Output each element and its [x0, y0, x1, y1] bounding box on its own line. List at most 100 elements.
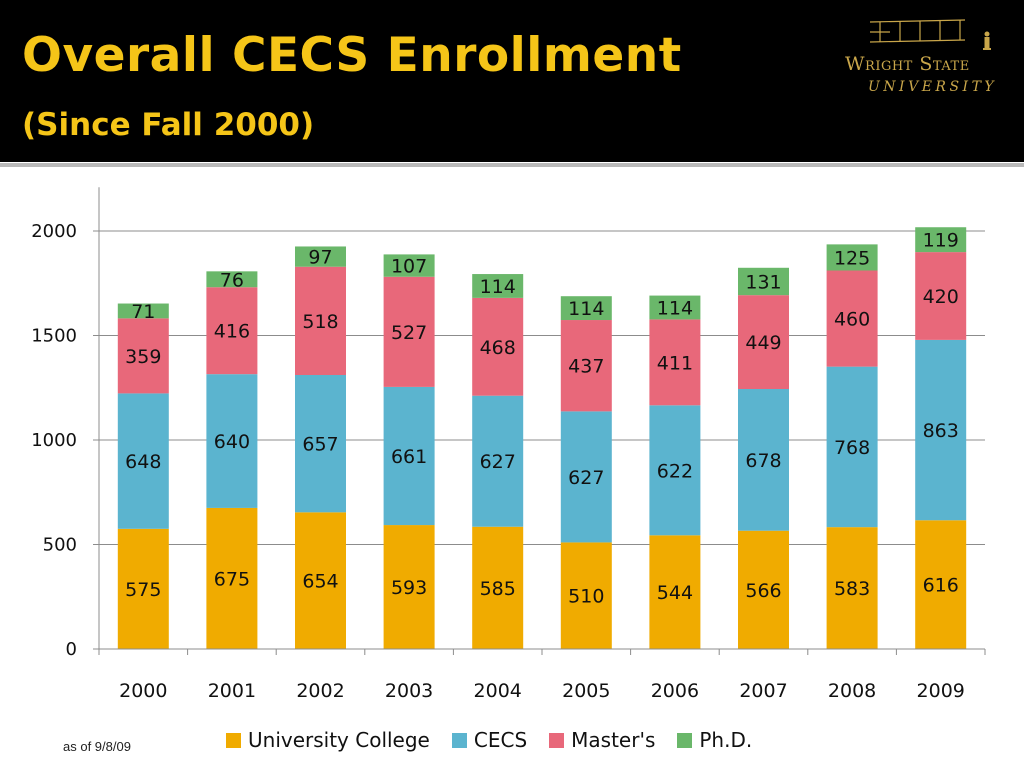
legend-swatch	[226, 732, 241, 748]
legend-swatch	[677, 732, 693, 748]
bar-master-s-2008	[826, 270, 878, 367]
data-label: 119	[923, 230, 959, 252]
legend-item: CECS	[451, 728, 528, 752]
data-label: 585	[480, 578, 516, 600]
legend-label: University College	[248, 728, 430, 752]
bar-university-college-2004	[472, 526, 524, 649]
bar-ph-d-2008	[826, 244, 878, 271]
bar-ph-d-2009	[915, 227, 967, 253]
university-logo	[869, 19, 991, 50]
bar-ph-d-2001	[206, 271, 258, 288]
page-subtitle: (Since Fall 2000)	[22, 107, 315, 143]
data-label: 416	[214, 321, 250, 343]
bar-master-s-2004	[472, 297, 524, 396]
bar-ph-d-2007	[738, 267, 789, 296]
data-labels: 575 648 359 71 675 640 416 76 654 657 518 97 593 661 5…	[125, 230, 959, 608]
data-label: 654	[302, 571, 338, 593]
legend-label: Master's	[571, 728, 656, 752]
x-tick-label: 2001	[208, 680, 256, 702]
bar-university-college-2008	[826, 527, 878, 649]
legend-swatch	[549, 732, 565, 748]
bar-university-college-2001	[206, 507, 258, 649]
slide-header	[0, 0, 1024, 162]
bar-ph-d-2004	[472, 274, 524, 298]
bar-cecs-2000	[117, 393, 169, 529]
data-label: 114	[568, 298, 604, 320]
data-label: 661	[391, 446, 427, 468]
data-label: 575	[125, 579, 161, 601]
data-label: 114	[657, 297, 693, 319]
bar-cecs-2001	[206, 374, 258, 508]
x-tick-label: 2009	[917, 680, 965, 702]
bar-university-college-2000	[117, 528, 169, 649]
x-tick-label: 2003	[385, 680, 433, 702]
bar-university-college-2006	[649, 535, 701, 649]
bar-ph-d-2005	[560, 296, 612, 321]
bar-ph-d-2006	[649, 295, 701, 320]
data-label: 131	[745, 271, 781, 293]
logo-university: UNIVERSITY	[868, 79, 998, 95]
data-label: 863	[923, 420, 959, 442]
data-label: 359	[125, 346, 161, 368]
bar-cecs-2002	[295, 375, 346, 513]
data-label: 640	[214, 431, 250, 453]
legend-swatch	[451, 732, 467, 748]
data-label: 518	[302, 311, 338, 333]
data-label: 97	[308, 247, 332, 269]
data-label: 510	[568, 586, 604, 608]
data-label: 768	[834, 437, 870, 459]
bar-ph-d-2003	[383, 254, 435, 277]
data-label: 648	[125, 451, 161, 473]
bar-university-college-2003	[383, 525, 435, 649]
data-label: 616	[923, 575, 959, 597]
x-tick-label: 2008	[828, 680, 876, 702]
legend-label: Ph.D.	[699, 728, 753, 752]
bar-university-college-2009	[915, 520, 967, 649]
data-label: 657	[302, 434, 338, 456]
bar-cecs-2005	[560, 411, 612, 543]
data-label: 460	[834, 309, 870, 331]
data-label: 583	[834, 578, 870, 600]
data-label: 566	[745, 580, 781, 602]
data-label: 411	[657, 352, 693, 374]
bar-university-college-2002	[295, 512, 346, 649]
x-tick-label: 2005	[562, 680, 610, 702]
data-label: 627	[480, 451, 516, 473]
bar-university-college-2005	[560, 542, 612, 649]
y-tick-label: 0	[66, 639, 77, 660]
bar-cecs-2008	[826, 366, 878, 528]
axes: 0 500 1000 1500 2000 2000 2001 2002 2003 2004 2005…	[31, 187, 986, 702]
bar-master-s-2006	[649, 319, 701, 406]
chart-legend: University College CECS Master's Ph.D.	[226, 728, 774, 752]
data-label: 125	[834, 247, 870, 269]
data-label: 527	[391, 322, 427, 344]
enrollment-chart: 575 648 359 71 675 640 416 76 654 657 518 97 593 661 5…	[31, 187, 986, 702]
legend-label: CECS	[473, 728, 528, 752]
bar-master-s-2002	[295, 266, 346, 376]
y-tick-label: 1000	[31, 430, 77, 451]
bar-master-s-2001	[206, 287, 258, 375]
data-label: 449	[745, 332, 781, 354]
header-divider	[0, 163, 1024, 167]
data-label: 622	[657, 460, 693, 482]
x-tick-label: 2004	[474, 680, 522, 702]
bar-cecs-2004	[472, 395, 524, 527]
data-label: 593	[391, 577, 427, 599]
bar-cecs-2007	[738, 389, 789, 531]
bar-cecs-2003	[383, 386, 435, 526]
bar-master-s-2007	[738, 295, 789, 390]
legend-item: Master's	[549, 728, 655, 752]
data-label: 107	[391, 256, 427, 278]
bar-ph-d-2000	[117, 303, 169, 319]
legend-item: University College	[226, 728, 430, 752]
data-label: 627	[568, 467, 604, 489]
data-label: 437	[568, 356, 604, 378]
bar-master-s-2003	[383, 276, 435, 387]
data-label: 675	[214, 568, 250, 590]
data-label: 544	[657, 582, 693, 604]
x-tick-label: 2000	[119, 680, 167, 702]
as-of-note: as of 9/8/09	[63, 739, 131, 754]
bar-cecs-2006	[649, 405, 701, 536]
y-tick-label: 2000	[31, 221, 77, 242]
data-label: 76	[220, 269, 244, 291]
